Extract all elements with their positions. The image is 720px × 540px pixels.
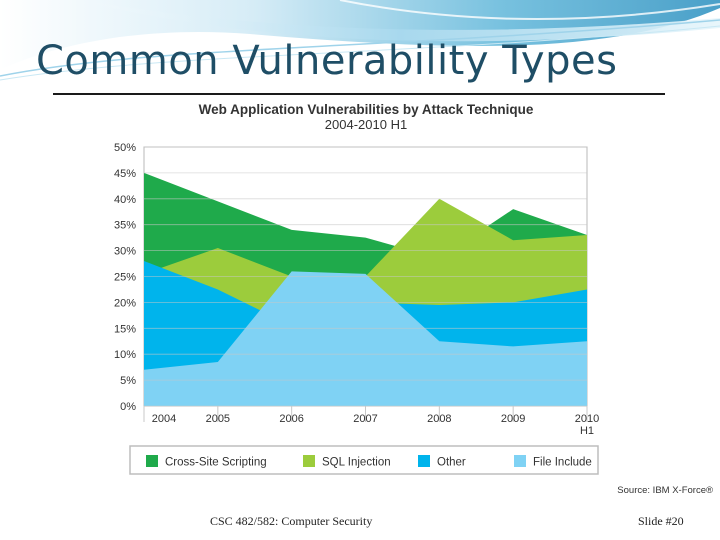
legend-label-cross-site-scripting: Cross-Site Scripting bbox=[165, 457, 267, 469]
chart-title: Web Application Vulnerabilities by Attac… bbox=[199, 102, 534, 117]
x-tick-label: H1 bbox=[580, 425, 594, 437]
y-tick-label: 50% bbox=[114, 142, 136, 154]
legend-swatch-cross-site-scripting bbox=[146, 455, 158, 467]
y-tick-label: 45% bbox=[114, 168, 136, 180]
x-tick-label: 2008 bbox=[427, 413, 451, 425]
x-tick-label: 2010 bbox=[575, 413, 599, 425]
x-tick-label: 2009 bbox=[501, 413, 525, 425]
slide-title: Common Vulnerability Types bbox=[36, 38, 618, 84]
y-tick-label: 5% bbox=[120, 375, 136, 387]
header-swoosh-decoration bbox=[0, 0, 720, 81]
x-tick-label: 2006 bbox=[279, 413, 303, 425]
vulnerability-area-chart: Web Application Vulnerabilities by Attac… bbox=[114, 102, 713, 496]
footer-course: CSC 482/582: Computer Security bbox=[210, 514, 373, 528]
title-divider bbox=[53, 93, 665, 95]
legend-swatch-file-include bbox=[514, 455, 526, 467]
y-tick-label: 25% bbox=[114, 272, 136, 284]
chart-subtitle: 2004-2010 H1 bbox=[325, 117, 407, 132]
y-tick-label: 30% bbox=[114, 246, 136, 258]
x-tick-label: 2004 bbox=[152, 413, 176, 425]
legend-swatch-sql-injection bbox=[303, 455, 315, 467]
y-tick-label: 35% bbox=[114, 220, 136, 232]
y-tick-label: 15% bbox=[114, 323, 136, 335]
chart-source: Source: IBM X-Force® bbox=[617, 485, 713, 496]
legend-swatch-other bbox=[418, 455, 430, 467]
legend-label-other: Other bbox=[437, 457, 466, 469]
y-tick-label: 20% bbox=[114, 297, 136, 309]
legend-label-file-include: File Include bbox=[533, 457, 592, 469]
y-tick-label: 40% bbox=[114, 194, 136, 206]
y-tick-label: 10% bbox=[114, 349, 136, 361]
area-file-include bbox=[144, 271, 587, 406]
x-tick-label: 2005 bbox=[206, 413, 230, 425]
legend-label-sql-injection: SQL Injection bbox=[322, 457, 391, 469]
x-tick-label: 2007 bbox=[353, 413, 377, 425]
footer-slide-number: Slide #20 bbox=[638, 514, 684, 528]
y-tick-label: 0% bbox=[120, 401, 136, 413]
